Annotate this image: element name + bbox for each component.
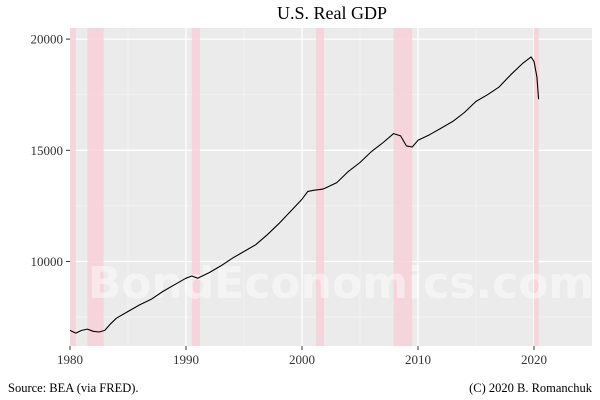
gdp-line [69, 56, 540, 334]
plot-area: BondEconomics.com 10000 15000 20000 1980 1990… [31, 28, 595, 367]
recession-band [315, 28, 325, 346]
x-tick-label: 1980 [57, 352, 83, 367]
recession-band [393, 28, 413, 346]
x-tick-label: 1990 [173, 352, 199, 367]
copyright-note: (C) 2020 B. Romanchuk [469, 381, 593, 395]
source-note: Source: BEA (via FRED). [8, 381, 139, 395]
watermark: BondEconomics.com [88, 258, 595, 309]
recession-band [70, 28, 76, 346]
recession-band [534, 28, 539, 346]
y-tick-label: 15000 [31, 143, 64, 158]
y-tick-label: 20000 [31, 32, 64, 47]
x-tick-label: 2020 [521, 352, 547, 367]
chart-title: U.S. Real GDP [277, 3, 387, 23]
x-tick-label: 2000 [289, 352, 315, 367]
x-tick-label: 2010 [405, 352, 431, 367]
recession-band [191, 28, 200, 346]
y-tick-label: 10000 [31, 254, 64, 269]
recession-band [87, 28, 104, 346]
